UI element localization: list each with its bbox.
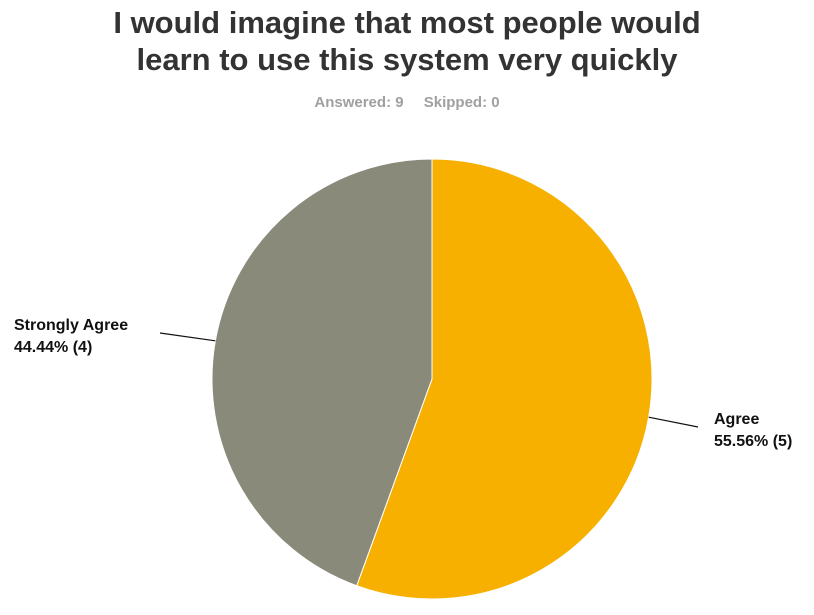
slice-label-name: Strongly Agree: [14, 317, 128, 334]
slice-label-value: 44.44% (4): [14, 339, 92, 356]
chart-title-line-1: I would imagine that most people would: [113, 5, 701, 40]
response-summary: Answered: 9 Skipped: 0: [0, 94, 814, 111]
pie-slice-strongly-agree: [211, 158, 433, 587]
leader-line-agree: [648, 416, 699, 428]
slice-label-name: Agree: [714, 411, 759, 428]
pie-slice-agree: [356, 158, 653, 600]
chart-title: I would imagine that most people would l…: [0, 0, 814, 78]
slice-label-strongly-agree: Strongly Agree 44.44% (4): [14, 317, 128, 356]
answered-count: Answered: 9: [314, 94, 404, 111]
slice-label-agree: Agree 55.56% (5): [714, 411, 792, 450]
chart-title-line-2: learn to use this system very quickly: [136, 42, 678, 77]
skipped-count: Skipped: 0: [423, 94, 500, 111]
slice-label-value: 55.56% (5): [714, 433, 792, 450]
leader-line-strongly-agree: [159, 332, 216, 342]
chart-header: I would imagine that most people would l…: [0, 0, 814, 111]
